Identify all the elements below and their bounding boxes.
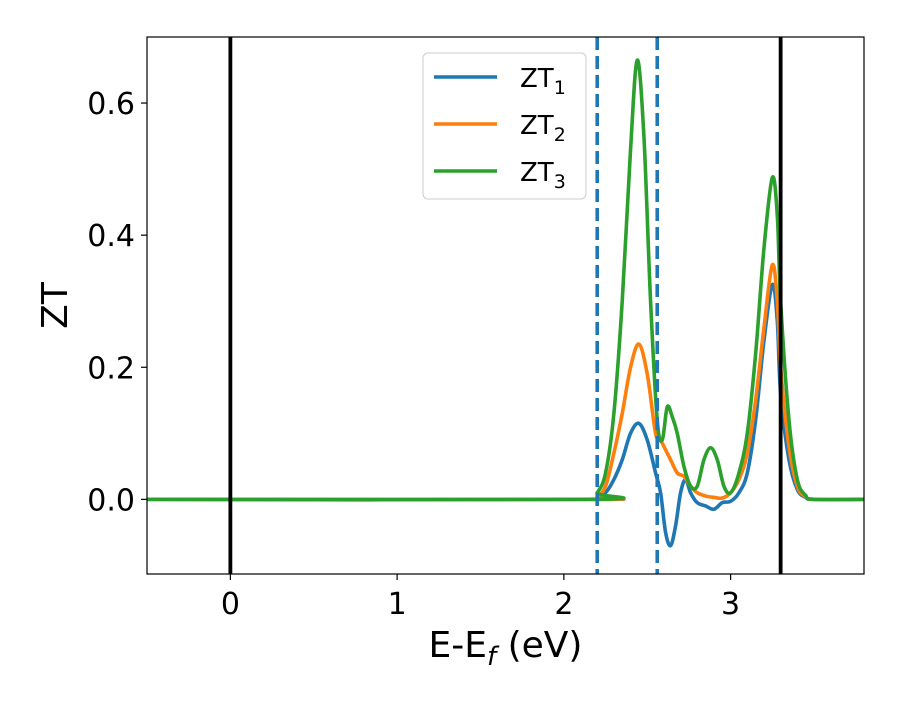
y-axis-title: ZT [35,281,76,329]
axes-frame [146,36,865,575]
y-tick-label: 0.4 [87,219,135,254]
x-tick-label: 2 [554,587,573,622]
y-tick-label: 0.6 [87,87,135,122]
series-line-zt3 [147,58,864,502]
legend-label-zt3: ZT3 [520,158,566,193]
x-tick-label: 0 [221,587,240,622]
plot-area [147,37,864,574]
legend-box [422,52,587,200]
legend: ZT1 ZT2 ZT3 [422,52,587,200]
y-tick-label: 0.0 [87,483,135,518]
x-axis-title-unit: (eV) [496,625,582,666]
series-line-zt2 [147,262,864,502]
x-axis-title: E-Ef (eV) [429,625,583,672]
ticks: 0 1 2 3 0.0 0.2 0.4 0.6 [87,87,740,622]
y-tick-label: 0.2 [87,351,135,386]
legend-label-zt2: ZT2 [520,111,566,146]
legend-label-zt1: ZT1 [520,64,566,99]
x-tick-label: 1 [388,587,407,622]
x-tick-label: 3 [721,587,740,622]
